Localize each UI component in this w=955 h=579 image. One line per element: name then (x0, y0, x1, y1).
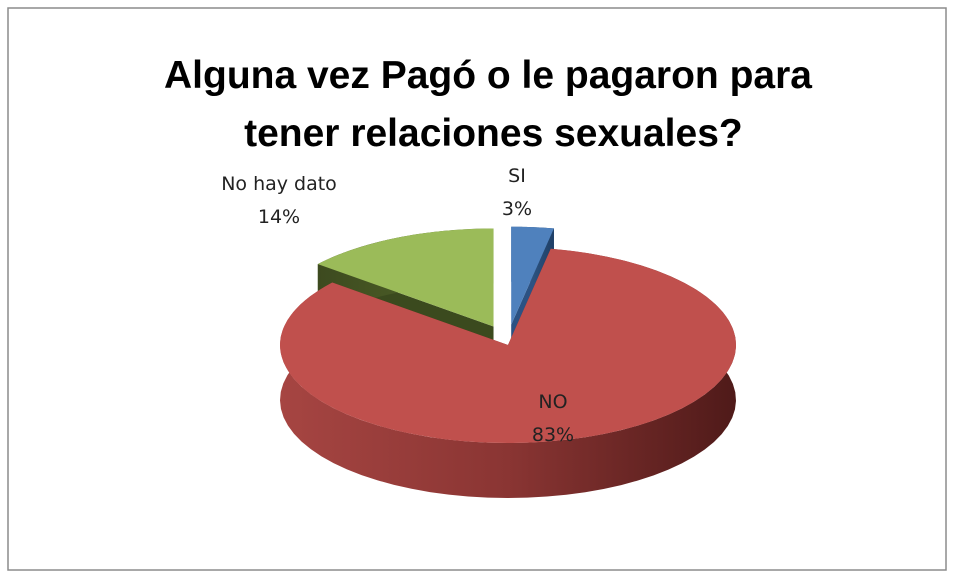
value-label: 14% (258, 206, 300, 228)
slice-top (317, 228, 494, 327)
value-label: 3% (502, 198, 532, 220)
category-label: SI (508, 165, 526, 187)
category-label: NO (538, 391, 567, 413)
value-label: 83% (532, 424, 574, 446)
slice-top (511, 226, 554, 325)
pie-slice (279, 248, 736, 498)
category-label: No hay dato (221, 173, 337, 195)
chart-title: Alguna vez Pagó o le pagaron para tener … (164, 54, 812, 155)
slice-top (279, 248, 736, 443)
